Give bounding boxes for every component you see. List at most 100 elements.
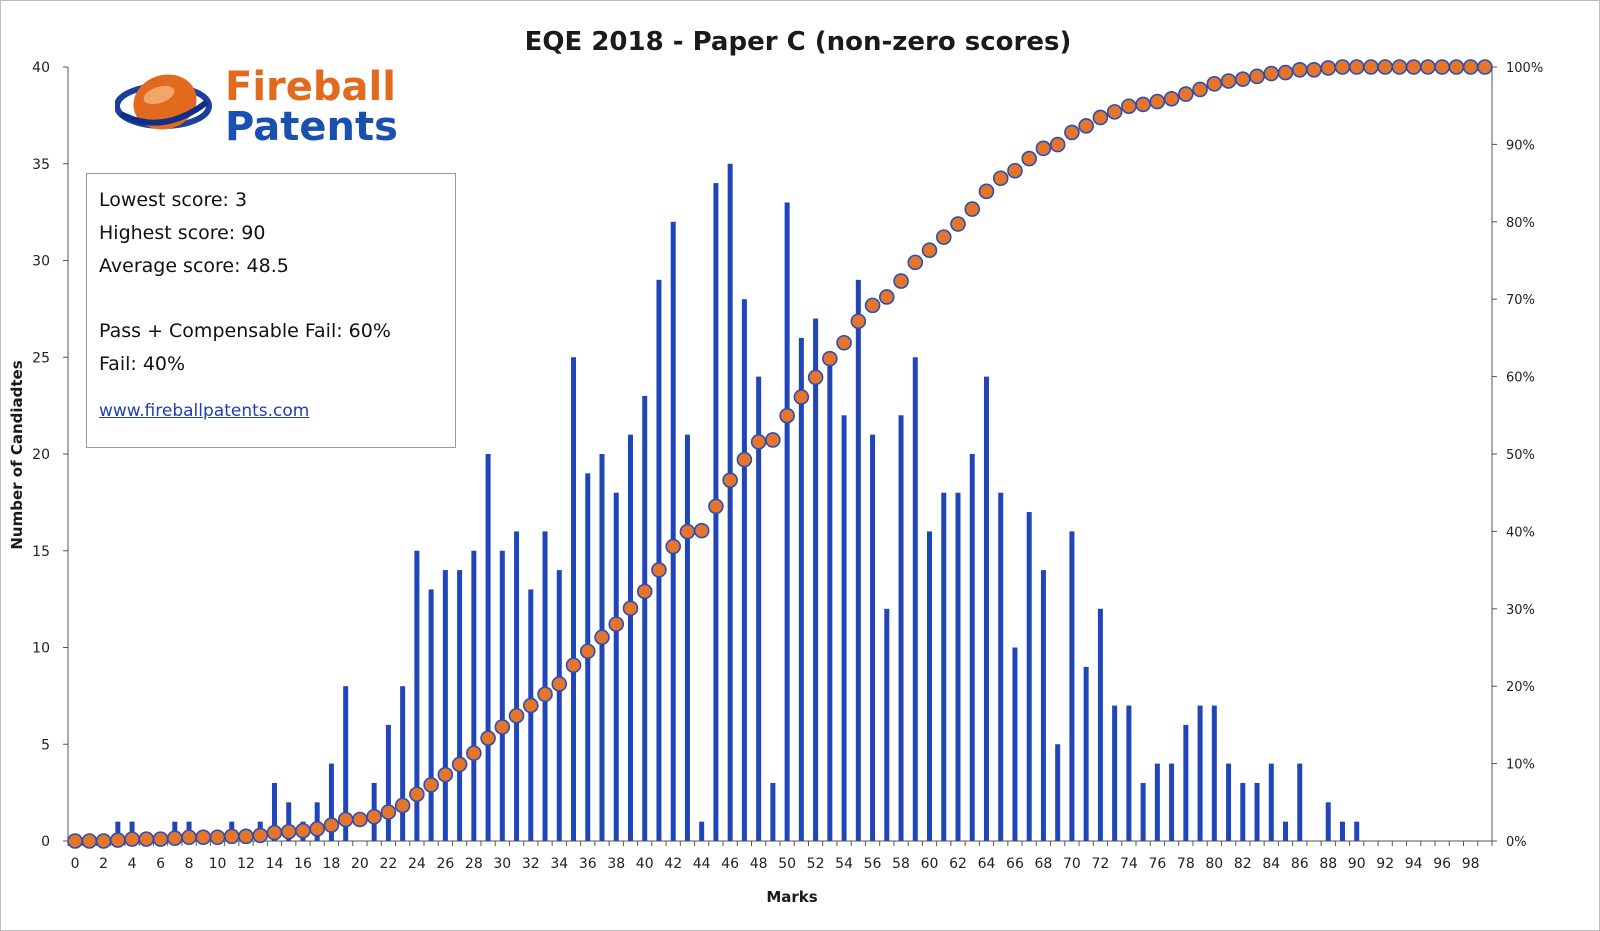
- cumulative-point: [1477, 59, 1493, 75]
- x-tick-label: 96: [1433, 856, 1451, 872]
- cumulative-point: [793, 389, 810, 405]
- y2-tick-label: 40%: [1506, 525, 1535, 540]
- bar: [1040, 570, 1046, 841]
- bar: [813, 318, 819, 841]
- y-tick-label: 10: [32, 641, 50, 657]
- cumulative-point: [1035, 140, 1052, 157]
- bar: [870, 434, 876, 841]
- bar: [471, 550, 477, 841]
- bar: [343, 686, 349, 841]
- bar: [414, 550, 420, 841]
- x-tick-label: 60: [921, 856, 939, 872]
- x-tick-label: 86: [1291, 856, 1309, 872]
- x-tick-label: 28: [465, 856, 483, 872]
- y-tick-label: 15: [32, 544, 50, 560]
- cumulative-point: [807, 369, 824, 386]
- bar: [898, 415, 904, 841]
- x-tick-label: 18: [323, 856, 341, 872]
- bar: [941, 492, 947, 841]
- logo-text-fireball: Fireball: [225, 64, 396, 110]
- average-score: Average score: 48.5: [99, 255, 289, 277]
- cumulative-point: [394, 797, 411, 814]
- y-tick-label: 35: [32, 157, 50, 173]
- cumulative-point: [309, 821, 326, 837]
- cumulative-point: [907, 254, 924, 271]
- bar: [1339, 821, 1345, 841]
- cumulative-point: [1178, 86, 1194, 102]
- logo-text-patents: Patents: [225, 104, 398, 150]
- x-tick-label: 24: [408, 856, 426, 872]
- cumulative-point: [1249, 68, 1265, 85]
- cumulative-point: [252, 827, 269, 844]
- bar: [1026, 512, 1032, 841]
- cumulative-point: [608, 616, 625, 632]
- bar: [1140, 782, 1146, 841]
- bar: [613, 492, 619, 841]
- cumulative-point: [1192, 81, 1208, 98]
- cumulative-point: [67, 833, 83, 849]
- y-tick-label: 40: [32, 60, 50, 76]
- bar: [599, 454, 605, 841]
- cumulative-point: [295, 822, 311, 839]
- bar: [129, 821, 135, 841]
- y-tick-label: 0: [41, 834, 50, 850]
- cumulative-point: [124, 831, 140, 847]
- bar: [542, 531, 548, 841]
- cumulative-point: [181, 829, 197, 846]
- cumulative-point: [693, 522, 710, 539]
- cumulative-point: [223, 828, 240, 845]
- y2-tick-label: 90%: [1506, 138, 1535, 153]
- bar: [115, 821, 121, 841]
- cumulative-point: [1135, 96, 1151, 113]
- y2-tick-label: 100%: [1506, 61, 1543, 76]
- cumulative-point: [238, 828, 254, 845]
- bar: [912, 357, 918, 841]
- x-tick-label: 88: [1319, 856, 1337, 872]
- cumulative-point: [708, 498, 724, 515]
- x-tick-label: 44: [693, 856, 711, 872]
- bar: [1012, 647, 1018, 841]
- x-tick-label: 46: [721, 856, 739, 872]
- cumulative-point: [1306, 62, 1322, 78]
- y-tick-label: 30: [32, 254, 50, 270]
- bar: [442, 570, 448, 841]
- cumulative-point: [978, 183, 995, 200]
- pass-rate: Pass + Compensable Fail: 60%: [99, 320, 391, 342]
- fail-rate: Fail: 40%: [99, 353, 186, 375]
- bar: [684, 434, 690, 841]
- bar: [1325, 802, 1331, 841]
- cumulative-point: [81, 833, 98, 849]
- cumulative-point: [622, 600, 639, 617]
- bar: [1283, 821, 1289, 841]
- bar: [827, 357, 833, 841]
- cumulative-point: [679, 523, 696, 540]
- y2-tick-label: 0%: [1506, 835, 1527, 850]
- cumulative-point: [480, 730, 496, 746]
- bar: [1169, 763, 1175, 841]
- bar: [642, 395, 648, 841]
- cumulative-point: [1334, 59, 1351, 75]
- cumulative-point: [1064, 124, 1080, 141]
- cumulative-point: [1377, 59, 1393, 75]
- x-tick-label: 84: [1262, 856, 1280, 872]
- x-tick-label: 2: [99, 856, 108, 872]
- cumulative-point: [466, 745, 482, 761]
- x-tick-label: 4: [128, 856, 137, 872]
- bar: [400, 686, 406, 841]
- website-link[interactable]: www.fireballpatents.com: [99, 401, 310, 421]
- x-tick-label: 52: [807, 856, 825, 872]
- x-tick-label: 30: [493, 856, 511, 872]
- cumulative-point: [451, 756, 468, 773]
- cumulative-point: [352, 811, 368, 828]
- bar: [1083, 666, 1089, 841]
- cumulative-point: [508, 707, 525, 724]
- cumulative-point: [565, 657, 582, 674]
- bar: [1097, 608, 1103, 841]
- x-tick-label: 42: [664, 856, 682, 872]
- cumulative-point: [323, 817, 340, 833]
- bar: [514, 531, 520, 841]
- x-tick-label: 32: [522, 856, 540, 872]
- cumulative-point: [1049, 136, 1066, 153]
- cumulative-point: [1405, 59, 1422, 75]
